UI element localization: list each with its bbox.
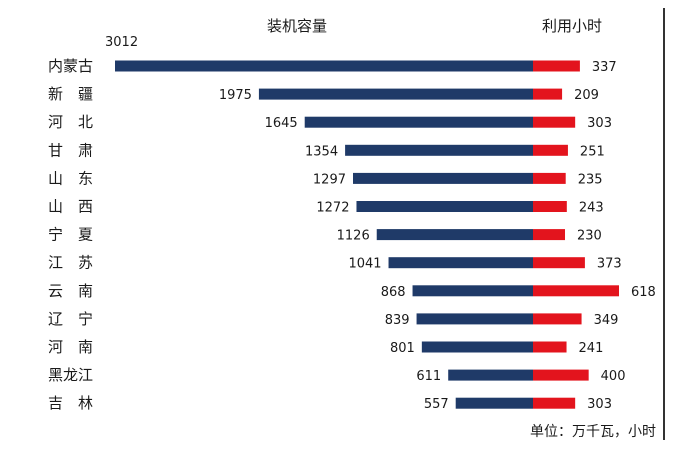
left-series-header: 装机容量 xyxy=(267,17,327,35)
capacity-value-label: 3012 xyxy=(105,35,138,50)
capacity-bar xyxy=(388,257,533,269)
capacity-value-label: 1645 xyxy=(265,116,298,131)
hours-bar xyxy=(533,341,567,353)
category-label: 吉 林 xyxy=(48,394,93,412)
hours-bar xyxy=(533,313,582,325)
hours-bar xyxy=(533,60,580,72)
hours-bar xyxy=(533,257,585,269)
hours-value-label: 251 xyxy=(580,144,605,159)
category-label: 辽 宁 xyxy=(48,310,93,328)
capacity-value-label: 611 xyxy=(416,369,441,384)
hours-bar xyxy=(533,369,589,381)
capacity-value-label: 1272 xyxy=(316,201,349,216)
capacity-value-label: 1126 xyxy=(337,229,370,244)
category-label: 河 北 xyxy=(48,113,93,131)
unit-note: 单位：万千瓦，小时 xyxy=(530,424,656,440)
hours-value-label: 209 xyxy=(574,88,599,103)
category-label: 内蒙古 xyxy=(48,57,93,75)
category-label: 江 苏 xyxy=(48,254,93,272)
category-label: 宁 夏 xyxy=(48,226,93,244)
hours-bar xyxy=(533,285,619,297)
category-label: 黑龙江 xyxy=(48,366,93,384)
capacity-bar xyxy=(258,88,533,100)
capacity-value-label: 1041 xyxy=(348,257,381,272)
hours-bar xyxy=(533,116,576,128)
category-label: 甘 肃 xyxy=(48,141,93,159)
hours-value-label: 337 xyxy=(592,60,617,75)
capacity-bar xyxy=(448,369,533,381)
hours-value-label: 243 xyxy=(579,201,604,216)
hours-bar xyxy=(533,172,566,184)
capacity-value-label: 801 xyxy=(390,341,415,356)
capacity-value-label: 1975 xyxy=(219,88,252,103)
hours-bar xyxy=(533,201,567,212)
chart-rows: 内蒙古 3012 337 新 疆 1975 209 河 北 1645 303 甘 肃 1354 251… xyxy=(48,35,656,412)
capacity-bar xyxy=(115,60,533,72)
capacity-value-label: 1297 xyxy=(313,172,346,187)
capacity-bar xyxy=(421,341,533,353)
hours-value-label: 400 xyxy=(601,369,626,384)
capacity-bar xyxy=(353,172,533,184)
right-series-header: 利用小时 xyxy=(542,17,602,35)
capacity-bar xyxy=(304,116,533,128)
hours-value-label: 349 xyxy=(594,313,619,328)
hours-bar xyxy=(533,229,566,241)
capacity-bar xyxy=(376,229,533,241)
category-label: 山 西 xyxy=(48,198,93,216)
category-label: 河 南 xyxy=(48,338,93,356)
capacity-bar xyxy=(345,144,533,156)
hours-bar xyxy=(533,397,576,409)
capacity-bar xyxy=(412,285,533,297)
hours-value-label: 303 xyxy=(587,116,612,131)
hours-value-label: 373 xyxy=(597,257,622,272)
hours-value-label: 241 xyxy=(579,341,604,356)
capacity-value-label: 557 xyxy=(424,397,449,412)
category-label: 云 南 xyxy=(48,282,93,300)
hours-bar xyxy=(533,144,568,156)
capacity-value-label: 868 xyxy=(381,285,406,300)
hours-value-label: 303 xyxy=(587,397,612,412)
capacity-value-label: 1354 xyxy=(305,144,338,159)
hours-value-label: 230 xyxy=(577,229,602,244)
hours-value-label: 618 xyxy=(631,285,656,300)
category-label: 新 疆 xyxy=(48,85,93,103)
capacity-bar xyxy=(416,313,533,325)
capacity-value-label: 839 xyxy=(385,313,410,328)
category-label: 山 东 xyxy=(48,169,93,187)
hours-bar xyxy=(533,88,563,100)
hours-value-label: 235 xyxy=(578,172,603,187)
capacity-bar xyxy=(455,397,533,409)
capacity-bar xyxy=(356,201,533,212)
